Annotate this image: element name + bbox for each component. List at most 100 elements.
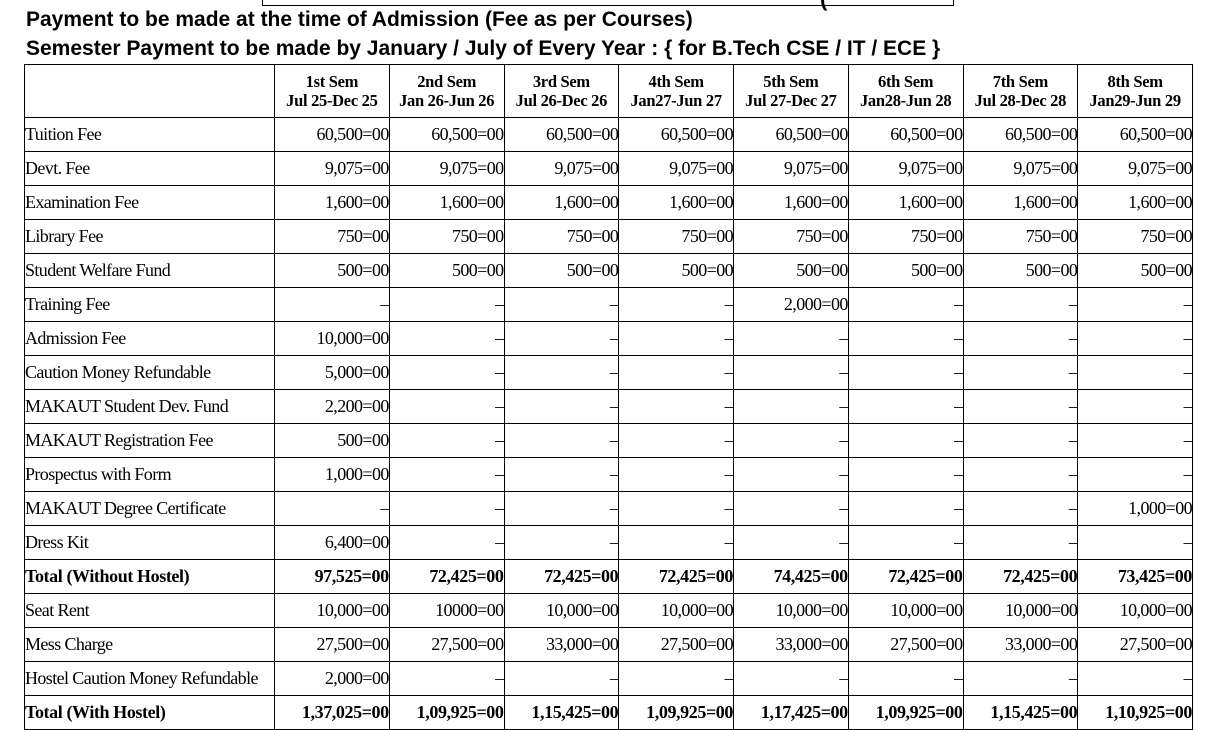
fee-row: Tuition Fee 60,500=00 60,500=00 60,500=00 60… <box>24 117 1193 152</box>
fee-amount-cell: – <box>847 457 964 492</box>
fee-amount-cell: 1,15,425=00 <box>962 695 1079 730</box>
fee-amount-cell: – <box>1077 661 1193 696</box>
fee-label: MAKAUT Registration Fee <box>24 423 275 458</box>
fee-amount-cell: 74,425=00 <box>733 559 849 594</box>
fee-label: Tuition Fee <box>24 117 275 152</box>
fee-amount-cell: 500=00 <box>618 253 734 288</box>
fee-amount-cell: – <box>1077 287 1193 322</box>
fee-row: Training Fee – – – –2,000=00– – – <box>24 287 1193 322</box>
fee-amount-cell: 750=00 <box>503 219 620 254</box>
fee-amount-cell: 73,425=00 <box>1077 559 1193 594</box>
fee-amount-cell: – <box>847 661 964 696</box>
fee-amount-cell: 1,600=00 <box>1077 185 1193 220</box>
fee-row: MAKAUT Registration Fee 500=00– – – – – – – <box>24 423 1193 458</box>
fee-amount-cell: – <box>962 661 1079 696</box>
fee-amount-cell: 9,075=00 <box>503 151 620 186</box>
fee-amount-cell: 1,10,925=00 <box>1077 695 1193 730</box>
fee-amount-cell: 1,09,925=00 <box>847 695 964 730</box>
semester-date-range: Jan 26-Jun 26 <box>399 91 495 110</box>
fee-amount-cell: 1,600=00 <box>847 185 964 220</box>
fee-amount-cell: 10,000=00 <box>274 593 390 628</box>
fee-amount-cell: – <box>388 423 505 458</box>
fee-amount-cell: – <box>618 661 734 696</box>
fee-amount-cell: 72,425=00 <box>503 559 620 594</box>
fee-amount-cell: 500=00 <box>847 253 964 288</box>
fee-amount-cell: 1,600=00 <box>503 185 620 220</box>
fee-amount-cell: 500=00 <box>388 253 505 288</box>
fee-amount-cell: 9,075=00 <box>962 151 1079 186</box>
fee-amount-cell: 97,525=00 <box>274 559 390 594</box>
admission-payment-heading: Payment to be made at the time of Admiss… <box>26 8 693 31</box>
fee-amount-cell: – <box>503 287 620 322</box>
semester-payment-heading: Semester Payment to be made by January /… <box>26 37 941 60</box>
fee-amount-cell: – <box>962 423 1079 458</box>
fee-amount-cell: 6,400=00 <box>274 525 390 560</box>
fee-amount-cell: 1,600=00 <box>388 185 505 220</box>
fee-amount-cell: 1,09,925=00 <box>618 695 734 730</box>
fee-amount-cell: 750=00 <box>388 219 505 254</box>
fee-amount-cell: 1,09,925=00 <box>388 695 505 730</box>
fee-amount-cell: – <box>1077 457 1193 492</box>
fee-label: MAKAUT Student Dev. Fund <box>24 389 275 424</box>
fee-amount-cell: – <box>618 287 734 322</box>
fee-amount-cell: 500=00 <box>503 253 620 288</box>
semester-header: 5th Sem Jul 27-Dec 27 <box>733 64 849 118</box>
fee-amount-cell: – <box>388 457 505 492</box>
fee-amount-cell: – <box>503 457 620 492</box>
fee-row: MAKAUT Student Dev. Fund 2,200=00– – – – – – – <box>24 389 1193 424</box>
semester-header-row: 1st Sem Jul 25-Dec 25 2nd Sem Jan 26-Jun 26… <box>24 64 1193 118</box>
fee-label: Seat Rent <box>24 593 275 628</box>
fee-amount-cell: 27,500=00 <box>847 627 964 662</box>
fee-amount-cell: 1,17,425=00 <box>733 695 849 730</box>
fee-amount-cell: – <box>618 491 734 526</box>
fee-label: Devt. Fee <box>24 151 275 186</box>
semester-date-range: Jul 25-Dec 25 <box>286 91 378 110</box>
fee-label: Library Fee <box>24 219 275 254</box>
fee-amount-cell: 750=00 <box>962 219 1079 254</box>
fee-amount-cell: – <box>962 491 1079 526</box>
fee-amount-cell: – <box>962 321 1079 356</box>
semester-name: 8th Sem <box>1107 72 1164 91</box>
fee-amount-cell: – <box>1077 423 1193 458</box>
fee-amount-cell: 5,000=00 <box>274 355 390 390</box>
semester-date-range: Jul 27-Dec 27 <box>745 91 837 110</box>
fee-amount-cell: – <box>1077 355 1193 390</box>
fee-row: Caution Money Refundable 5,000=00– – – – – – – <box>24 355 1193 390</box>
semester-date-range: Jul 26-Dec 26 <box>515 91 608 110</box>
fee-amount-cell: 10000=00 <box>388 593 505 628</box>
fee-amount-cell: – <box>962 355 1079 390</box>
fee-amount-cell: 1,000=00 <box>1077 491 1193 526</box>
fee-amount-cell: 500=00 <box>274 423 390 458</box>
fee-amount-cell: – <box>962 457 1079 492</box>
total-row: Total (With Hostel) 1,37,025=00 1,09,925=0… <box>24 695 1193 730</box>
fee-amount-cell: – <box>962 525 1079 560</box>
fee-amount-cell: 750=00 <box>1077 219 1193 254</box>
fee-amount-cell: 9,075=00 <box>1077 151 1193 186</box>
fee-amount-cell: 2,200=00 <box>274 389 390 424</box>
fee-amount-cell: 9,075=00 <box>733 151 849 186</box>
top-box-fragment: ( <box>820 0 827 12</box>
total-row: Total (Without Hostel) 97,525=00 72,425=00… <box>24 559 1193 594</box>
fee-amount-cell: 1,37,025=00 <box>274 695 390 730</box>
fee-row: Examination Fee 1,600=00 1,600=00 1,600=00 1… <box>24 185 1193 220</box>
fee-amount-cell: 60,500=00 <box>733 117 849 152</box>
fee-amount-cell: – <box>503 525 620 560</box>
fee-amount-cell: 9,075=00 <box>847 151 964 186</box>
fee-amount-cell: – <box>618 423 734 458</box>
fee-row: Library Fee 750=00 750=00 750=00 750=00 750=0… <box>24 219 1193 254</box>
semester-header: 3rd Sem Jul 26-Dec 26 <box>503 64 620 118</box>
fee-amount-cell: 10,000=00 <box>733 593 849 628</box>
fee-amount-cell: 27,500=00 <box>388 627 505 662</box>
fee-amount-cell: 750=00 <box>733 219 849 254</box>
fee-amount-cell: 60,500=00 <box>388 117 505 152</box>
fee-row: Seat Rent 10,000=00 10000=00 10,000=00 10,00… <box>24 593 1193 628</box>
fee-amount-cell: – <box>733 355 849 390</box>
fee-amount-cell: 750=00 <box>274 219 390 254</box>
fee-table: 1st Sem Jul 25-Dec 25 2nd Sem Jan 26-Jun 26… <box>24 64 1193 730</box>
fee-amount-cell: 60,500=00 <box>618 117 734 152</box>
fee-label: Caution Money Refundable <box>24 355 275 390</box>
semester-name: 5th Sem <box>763 72 819 91</box>
fee-row: MAKAUT Degree Certificate – – – – – – –1,000=00 <box>24 491 1193 526</box>
fee-amount-cell: – <box>388 321 505 356</box>
fee-amount-cell: 750=00 <box>847 219 964 254</box>
